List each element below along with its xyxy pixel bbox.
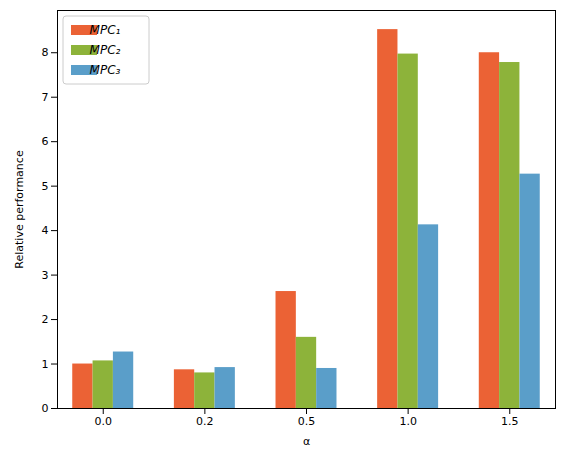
svg-text:1.0: 1.0 xyxy=(399,415,417,428)
svg-text:MPC₃: MPC₃ xyxy=(90,63,121,77)
svg-text:0: 0 xyxy=(42,402,49,415)
svg-text:5: 5 xyxy=(42,180,49,193)
svg-text:MPC₂: MPC₂ xyxy=(90,43,121,57)
svg-text:6: 6 xyxy=(42,135,49,148)
svg-text:0.0: 0.0 xyxy=(94,415,112,428)
svg-text:0.2: 0.2 xyxy=(196,415,214,428)
svg-text:MPC₁: MPC₁ xyxy=(90,23,121,37)
svg-text:1: 1 xyxy=(42,358,49,371)
svg-text:8: 8 xyxy=(42,46,49,59)
svg-text:4: 4 xyxy=(42,224,49,237)
svg-text:7: 7 xyxy=(42,91,49,104)
svg-text:1.5: 1.5 xyxy=(501,415,519,428)
svg-text:2: 2 xyxy=(42,313,49,326)
svg-text:α: α xyxy=(303,435,310,448)
svg-text:3: 3 xyxy=(42,269,49,282)
svg-text:Relative performance: Relative performance xyxy=(13,150,26,269)
svg-text:0.5: 0.5 xyxy=(298,415,316,428)
